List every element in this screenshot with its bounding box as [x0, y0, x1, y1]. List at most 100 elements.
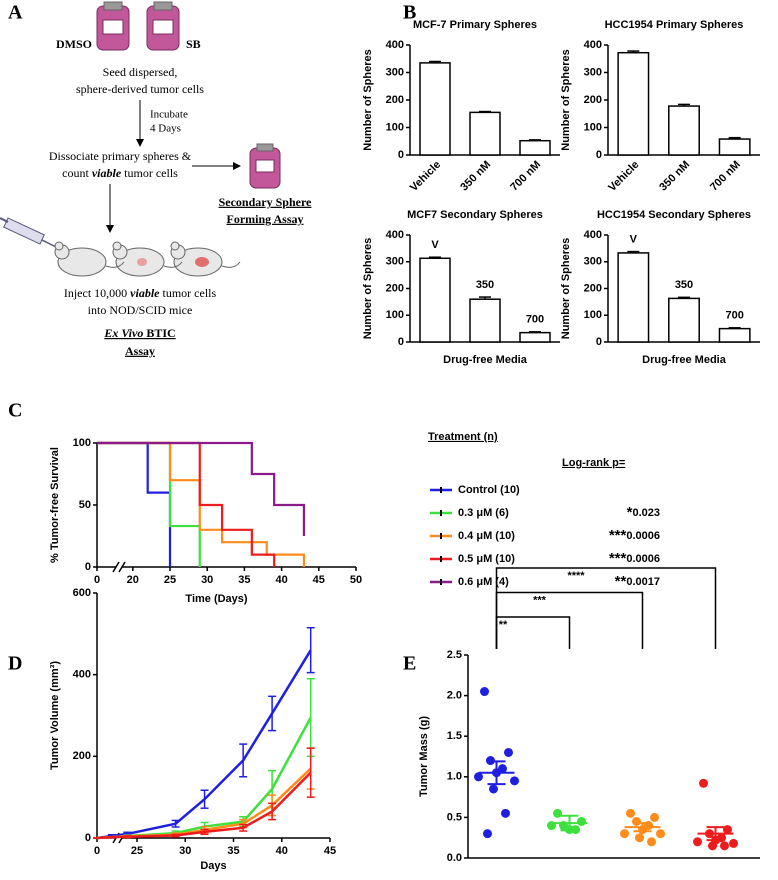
- data-point: [723, 825, 732, 835]
- x-tick-label: 35: [238, 574, 250, 586]
- data-point: [632, 816, 641, 826]
- step-text: Secondary Sphere: [219, 195, 312, 209]
- mouse-icon: [54, 241, 241, 277]
- text-part: BTIC: [143, 326, 175, 340]
- y-axis-label: % Tumor-free Survival: [49, 447, 61, 563]
- x-tick-label: Vehicle: [606, 159, 641, 194]
- text-part: viable: [130, 286, 160, 300]
- bar-label: 350: [476, 279, 494, 291]
- data-point: [620, 829, 629, 839]
- y-tick-label: 400: [584, 229, 602, 241]
- y-tick-label: 2.5: [447, 649, 462, 661]
- axis-break: [112, 561, 120, 573]
- p-value: ***0.0006: [609, 527, 660, 544]
- data-point: [650, 812, 659, 822]
- x-axis-label: Drug-free Media: [443, 354, 528, 366]
- y-tick-label: 0: [85, 832, 91, 844]
- data-point: [693, 837, 702, 847]
- chart-title: HCC1954 Secondary Spheres: [597, 209, 751, 221]
- vial-label: DMSO: [56, 37, 92, 51]
- step-text: Incubate: [150, 109, 188, 121]
- x-tick-label: 35: [227, 845, 239, 857]
- bar: [519, 331, 551, 343]
- y-tick-label: 200: [386, 282, 404, 294]
- x-tick-label: 45: [324, 845, 336, 857]
- step-text: Inject 10,000 viable tumor cells: [64, 286, 217, 300]
- panel-label: A: [8, 2, 23, 24]
- y-axis-label: Number of Spheres: [560, 238, 572, 339]
- y-tick-label: 300: [584, 66, 602, 78]
- x-tick-label: Vehicle: [408, 159, 443, 194]
- bar-label: 700: [725, 310, 743, 322]
- data-point: [699, 778, 708, 788]
- significance-stars: *: [627, 504, 633, 521]
- y-tick-label: 1.5: [447, 730, 462, 742]
- legend-label: 0.6 μM (4): [458, 576, 509, 588]
- data-point: [656, 829, 665, 839]
- legend-title: Treatment (n): [428, 431, 498, 443]
- y-tick-label: 1.0: [447, 771, 462, 783]
- data-point: [489, 784, 498, 794]
- legend-label: 0.5 μM (10): [458, 553, 515, 565]
- y-tick-label: 0: [398, 149, 404, 161]
- survival-line: [97, 441, 172, 567]
- data-point: [720, 841, 729, 851]
- y-tick-label: 200: [386, 94, 404, 106]
- y-tick-label: 600: [73, 587, 91, 599]
- y-axis-label: Number of Spheres: [362, 238, 374, 339]
- y-tick-label: 100: [386, 121, 404, 133]
- bar-label: 350: [675, 279, 693, 291]
- data-point: [504, 747, 513, 757]
- legend-label: 0.3 μM (6): [458, 507, 509, 519]
- y-tick-label: 100: [584, 121, 602, 133]
- y-tick-label: 0: [85, 561, 91, 573]
- x-axis-label: Time (Days): [185, 593, 247, 605]
- survival-line: [97, 441, 306, 536]
- step-text: count viable tumor cells: [62, 166, 178, 180]
- y-tick-label: 200: [584, 94, 602, 106]
- step-text: Ex Vivo BTIC: [103, 326, 175, 340]
- data-point: [474, 772, 483, 782]
- x-tick-label: 25: [164, 574, 176, 586]
- p-value: ***0.0006: [609, 550, 660, 567]
- chart-title: HCC1954 Primary Spheres: [605, 19, 744, 31]
- data-point: [647, 837, 656, 847]
- y-tick-label: 200: [73, 750, 91, 762]
- y-tick-label: 400: [386, 229, 404, 241]
- data-point: [626, 808, 635, 818]
- data-point: [708, 841, 717, 851]
- panel-label: C: [8, 400, 22, 422]
- bar-label: 700: [526, 314, 544, 326]
- data-point: [553, 808, 562, 818]
- bar-label: V: [630, 233, 638, 245]
- y-tick-label: 300: [386, 256, 404, 268]
- bar: [617, 51, 650, 156]
- x-tick-label: 700 nM: [508, 159, 543, 194]
- y-tick-label: 0.5: [447, 811, 462, 823]
- p-value-number: 0.0006: [626, 553, 660, 565]
- vial-icon: [96, 1, 281, 189]
- panel-label: B: [403, 2, 416, 24]
- y-tick-label: 0: [596, 149, 602, 161]
- step-text: 4 Days: [150, 123, 181, 135]
- text-part: Inject 10,000: [64, 286, 130, 300]
- x-tick-label: 30: [179, 845, 191, 857]
- y-tick-label: 50: [79, 499, 91, 511]
- text-part: tumor cells: [121, 166, 178, 180]
- y-axis-label: Tumor Volume (mm³): [49, 661, 61, 770]
- significance-label: ****: [567, 570, 585, 582]
- panel-label: D: [8, 653, 22, 675]
- data-point: [483, 829, 492, 839]
- significance-bracket: [495, 616, 571, 649]
- x-tick-label: 30: [201, 574, 213, 586]
- legend-label: Control (10): [458, 484, 520, 496]
- chart-title: MCF-7 Primary Spheres: [413, 19, 537, 31]
- axis-break: [118, 561, 126, 573]
- data-point: [501, 808, 510, 818]
- step-text: into NOD/SCID mice: [88, 303, 193, 317]
- y-tick-label: 0: [596, 336, 602, 348]
- y-tick-label: 0: [398, 336, 404, 348]
- significance-stars: ***: [609, 550, 627, 567]
- significance-label: ***: [533, 594, 547, 606]
- significance-stars: ***: [609, 527, 627, 544]
